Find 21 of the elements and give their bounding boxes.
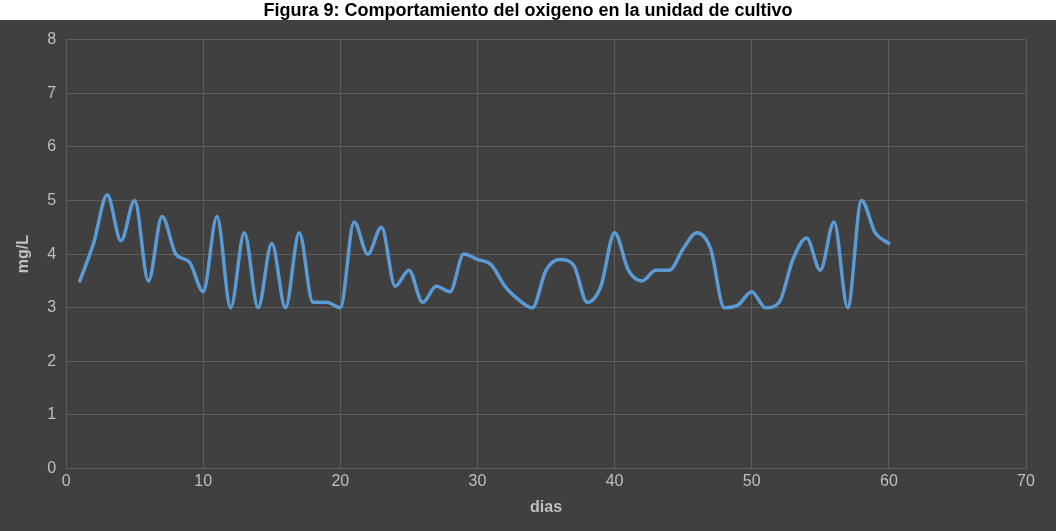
x-tick-label: 70 <box>1017 471 1035 489</box>
x-tick-label: 30 <box>468 471 487 489</box>
y-tick-label: 6 <box>47 137 57 155</box>
y-axis-title: mg/L <box>14 234 32 274</box>
x-tick-label: 0 <box>61 471 71 489</box>
y-tick-label: 5 <box>47 190 57 208</box>
y-tick-label: 8 <box>47 30 57 48</box>
y-tick-label: 1 <box>47 405 57 423</box>
x-tick-label: 40 <box>605 471 624 489</box>
x-tick-label: 20 <box>331 471 350 489</box>
y-tick-label: 0 <box>47 459 57 477</box>
y-tick-label: 3 <box>47 298 57 316</box>
chart-title: Figura 9: Comportamiento del oxigeno en la unidad de cultivo <box>262 0 794 20</box>
x-tick-label: 60 <box>879 471 898 489</box>
y-tick-label: 7 <box>47 83 57 101</box>
x-tick-label: 10 <box>194 471 213 489</box>
y-tick-label: 2 <box>47 351 57 369</box>
x-tick-label: 50 <box>742 471 761 489</box>
x-axis-title: dias <box>530 497 563 515</box>
line-series <box>78 193 891 310</box>
y-tick-label: 4 <box>47 244 57 262</box>
